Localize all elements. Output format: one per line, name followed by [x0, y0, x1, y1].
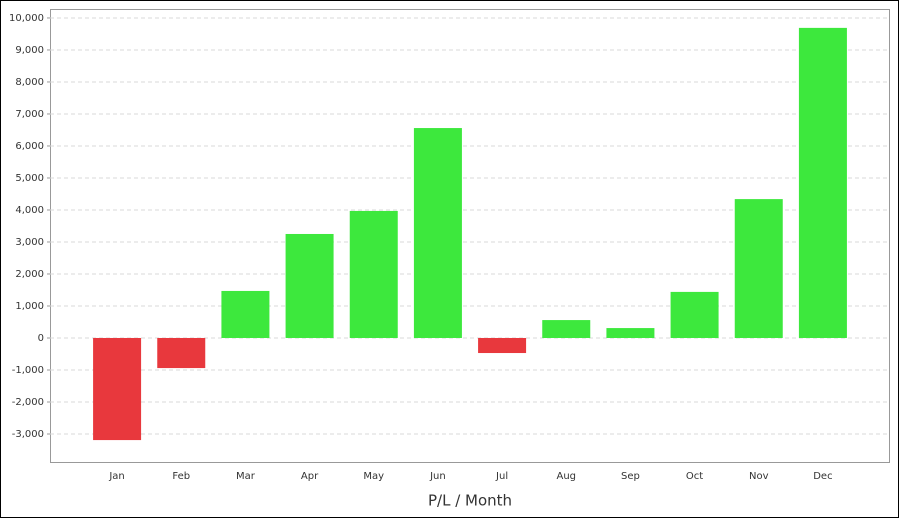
bar — [157, 337, 206, 369]
x-tick-label: Nov — [749, 471, 769, 482]
x-tick-label: Mar — [236, 471, 256, 482]
y-tick-label: 0 — [38, 333, 44, 344]
bar — [349, 210, 398, 338]
x-tick-label: Aug — [556, 471, 576, 482]
x-tick-label: Jun — [429, 471, 446, 482]
x-tick-label: May — [363, 471, 384, 482]
y-tick-label: 4,000 — [15, 205, 44, 216]
y-tick-label: 7,000 — [15, 109, 44, 120]
y-tick-label: 9,000 — [15, 45, 44, 56]
x-tick-label: Jan — [108, 471, 124, 482]
bar — [542, 320, 591, 338]
x-tick-label: Oct — [686, 471, 703, 482]
bar — [606, 328, 655, 338]
x-tick-label: Feb — [172, 471, 190, 482]
bar — [285, 233, 334, 338]
y-tick-label: -1,000 — [12, 365, 44, 376]
y-tick-label: 2,000 — [15, 269, 44, 280]
y-tick-label: 10,000 — [9, 13, 44, 24]
x-tick-label: Apr — [301, 471, 319, 482]
bar — [798, 27, 847, 338]
x-tick-label: Jul — [495, 471, 508, 482]
y-tick-label: 6,000 — [15, 141, 44, 152]
x-tick-label: Sep — [621, 471, 640, 482]
bar — [670, 291, 719, 338]
bar — [413, 128, 462, 338]
bar — [734, 199, 783, 338]
bar — [478, 337, 527, 354]
y-tick-label: -2,000 — [12, 397, 44, 408]
x-axis-label: P/L / Month — [428, 492, 512, 510]
y-tick-label: 3,000 — [15, 237, 44, 248]
bar — [221, 290, 270, 338]
y-tick-label: 5,000 — [15, 173, 44, 184]
bar — [93, 337, 142, 441]
y-tick-label: 1,000 — [15, 301, 44, 312]
y-tick-label: -3,000 — [12, 429, 44, 440]
y-tick-label: 8,000 — [15, 77, 44, 88]
x-tick-label: Dec — [813, 471, 832, 482]
